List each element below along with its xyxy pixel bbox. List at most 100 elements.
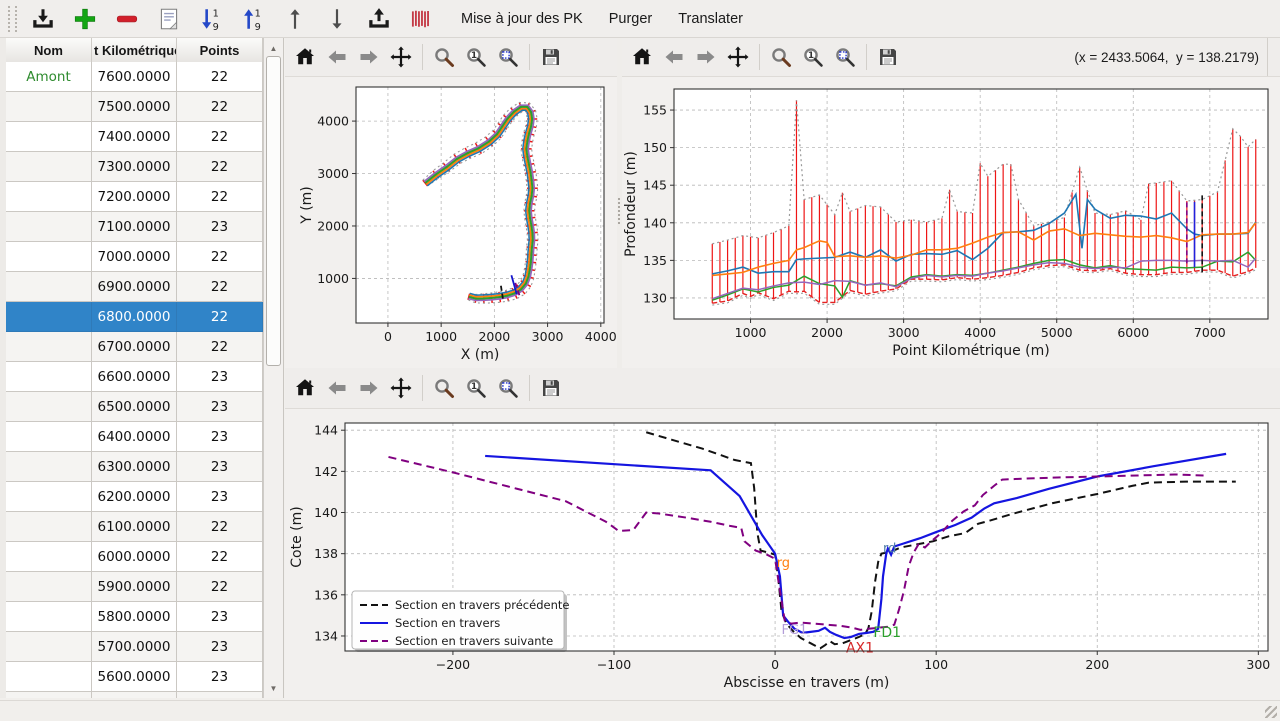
cell-pk[interactable]: 7400.0000 [92, 122, 177, 152]
cell-nom[interactable] [6, 272, 92, 302]
column-header-points[interactable]: Points [177, 38, 263, 62]
cell-points[interactable]: 23 [177, 452, 263, 482]
cell-nom[interactable] [6, 92, 92, 122]
cell-pk[interactable]: 6100.0000 [92, 512, 177, 542]
zoom-fit-button[interactable] [492, 42, 524, 72]
zoom-button[interactable] [428, 373, 460, 403]
cell-points[interactable]: 22 [177, 512, 263, 542]
cell-nom[interactable] [6, 392, 92, 422]
cell-points[interactable]: 23 [177, 392, 263, 422]
cell-nom[interactable] [6, 632, 92, 662]
move-up-button[interactable] [279, 3, 311, 35]
back-button[interactable] [658, 42, 690, 72]
cell-nom[interactable] [6, 542, 92, 572]
zoom-button[interactable] [765, 42, 797, 72]
cell-nom[interactable] [6, 572, 92, 602]
zoom-one-button[interactable]: 1 [460, 373, 492, 403]
table-scrollbar[interactable]: ▲ ▼ [263, 38, 283, 698]
scroll-down-button[interactable]: ▼ [264, 680, 283, 696]
cell-nom[interactable] [6, 482, 92, 512]
cell-nom[interactable] [6, 182, 92, 212]
pan-button[interactable] [385, 373, 417, 403]
scroll-up-button[interactable]: ▲ [264, 40, 283, 56]
cell-pk[interactable]: 6200.0000 [92, 482, 177, 512]
forward-button[interactable] [353, 373, 385, 403]
cell-nom[interactable] [6, 332, 92, 362]
cell-pk[interactable]: 7000.0000 [92, 242, 177, 272]
cell-points[interactable]: 23 [177, 482, 263, 512]
move-down-button[interactable] [321, 3, 353, 35]
save-button[interactable] [872, 42, 904, 72]
home-button[interactable] [289, 42, 321, 72]
cell-pk[interactable]: 7200.0000 [92, 182, 177, 212]
back-button[interactable] [321, 42, 353, 72]
cell-points[interactable]: 23 [177, 632, 263, 662]
cell-points[interactable]: 22 [177, 152, 263, 182]
export-button[interactable] [363, 3, 395, 35]
purge-button[interactable]: Purger [599, 5, 663, 33]
remove-section-button[interactable] [111, 3, 143, 35]
cell-pk[interactable]: 5700.0000 [92, 632, 177, 662]
home-button[interactable] [626, 42, 658, 72]
cell-pk[interactable]: 6600.0000 [92, 362, 177, 392]
cell-points[interactable]: 22 [177, 542, 263, 572]
cell-points[interactable]: 23 [177, 362, 263, 392]
resize-grip-icon[interactable] [1265, 706, 1277, 718]
toolbar-drag-handle[interactable] [8, 6, 17, 32]
update-pk-button[interactable]: Mise à jour des PK [451, 5, 593, 33]
cell-pk[interactable] [92, 692, 177, 698]
import-button[interactable] [27, 3, 59, 35]
sections-button[interactable] [405, 3, 437, 35]
cell-points[interactable]: 22 [177, 92, 263, 122]
cell-points[interactable]: 23 [177, 212, 263, 242]
cell-pk[interactable]: 6500.0000 [92, 392, 177, 422]
zoom-fit-button[interactable] [829, 42, 861, 72]
cell-pk[interactable]: 5800.0000 [92, 602, 177, 632]
cell-nom[interactable] [6, 152, 92, 182]
cell-points[interactable]: 23 [177, 422, 263, 452]
pan-button[interactable] [385, 42, 417, 72]
cell-points[interactable]: 23 [177, 602, 263, 632]
cell-points[interactable]: 22 [177, 122, 263, 152]
table-row[interactable] [6, 692, 263, 698]
column-header-nom[interactable]: Nom [6, 38, 92, 62]
cell-points[interactable]: 22 [177, 62, 263, 92]
back-button[interactable] [321, 373, 353, 403]
cell-points[interactable]: 22 [177, 572, 263, 602]
cell-pk[interactable]: 5600.0000 [92, 662, 177, 692]
cell-nom[interactable] [6, 122, 92, 152]
zoom-button[interactable] [428, 42, 460, 72]
cell-nom[interactable] [6, 662, 92, 692]
cell-pk[interactable]: 6800.0000 [92, 302, 177, 332]
save-button[interactable] [535, 373, 567, 403]
cell-nom[interactable] [6, 212, 92, 242]
notes-button[interactable] [153, 3, 185, 35]
cell-points[interactable]: 22 [177, 242, 263, 272]
translate-button[interactable]: Translater [668, 5, 753, 33]
cell-pk[interactable]: 5900.0000 [92, 572, 177, 602]
cell-points[interactable]: 23 [177, 662, 263, 692]
cell-nom[interactable] [6, 422, 92, 452]
add-section-button[interactable] [69, 3, 101, 35]
cell-nom[interactable]: Amont [6, 62, 92, 92]
